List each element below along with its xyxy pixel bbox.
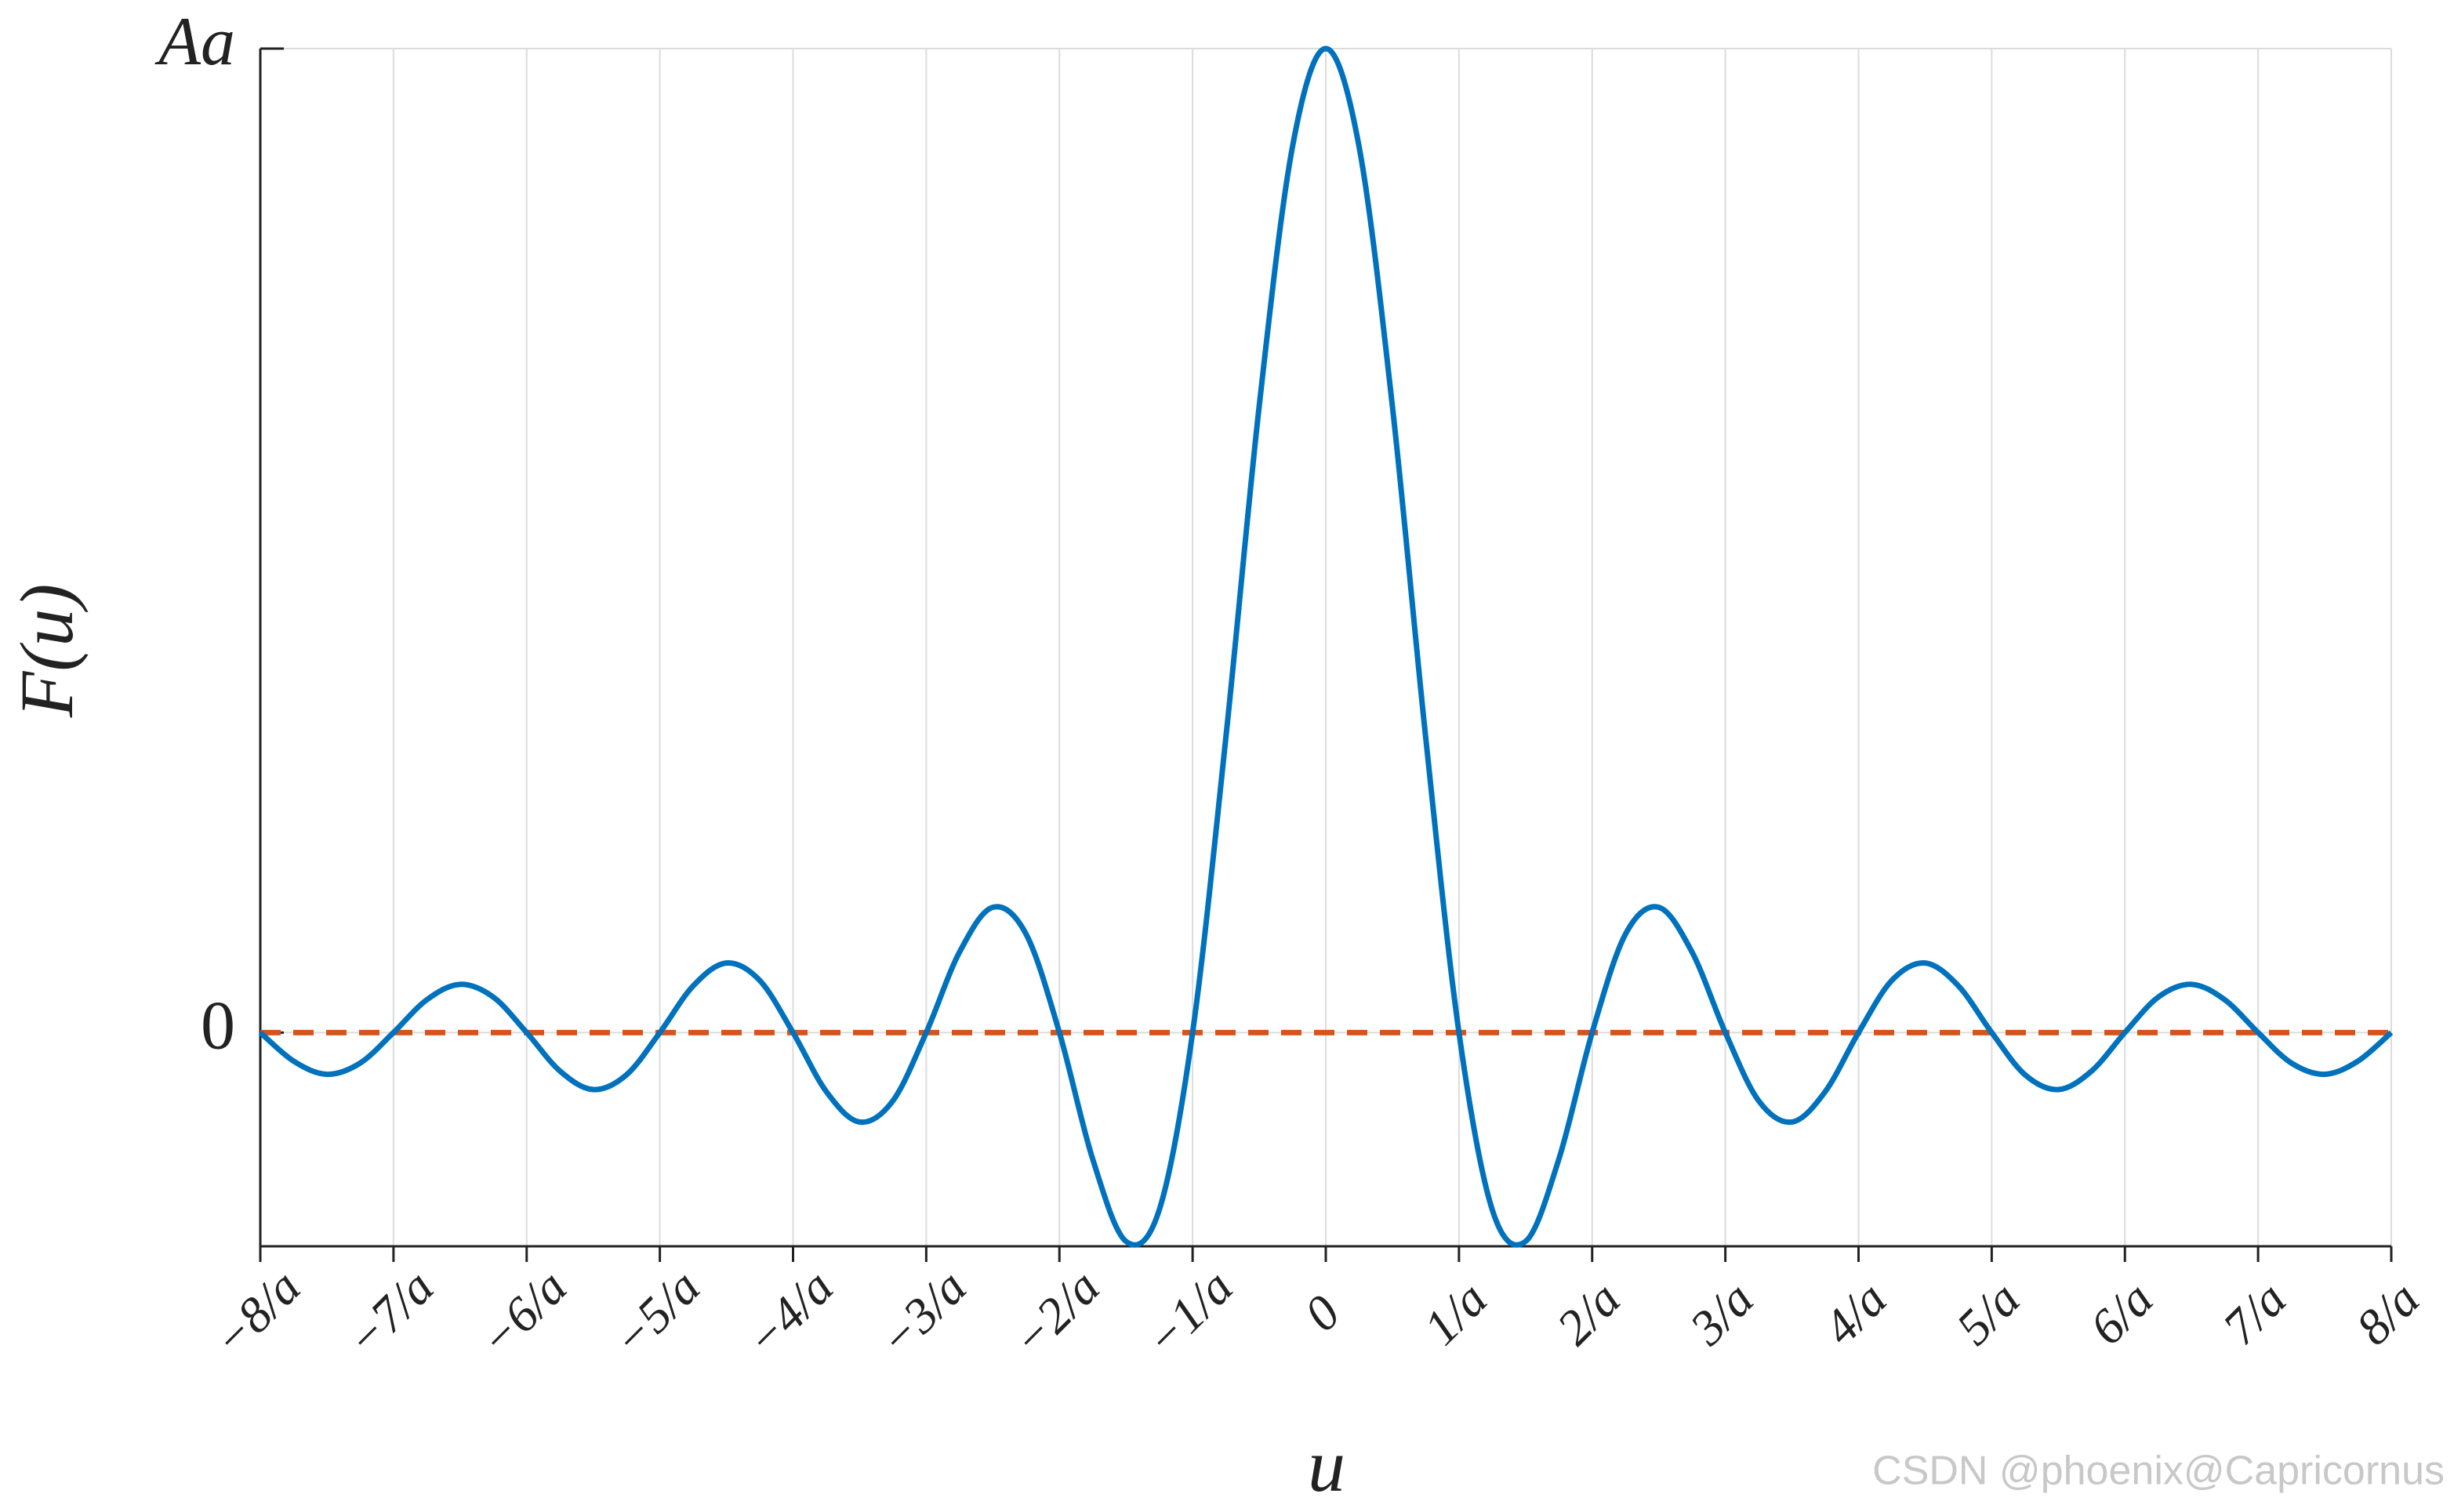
x-tick-label: 1/a — [1413, 1271, 1497, 1355]
x-tick-label: −4/a — [735, 1259, 844, 1368]
y-tick-label: 0 — [201, 988, 235, 1064]
x-tick-label: 6/a — [2078, 1271, 2163, 1355]
x-tick-label: −8/a — [202, 1259, 311, 1368]
x-tick-label: 7/a — [2212, 1271, 2296, 1355]
line-series — [258, 45, 2394, 1248]
x-tick-label: 8/a — [2345, 1271, 2430, 1355]
x-tick-label: 5/a — [1946, 1271, 2031, 1355]
x-tick-label: −6/a — [469, 1259, 578, 1368]
x-tick-label: −3/a — [868, 1259, 977, 1368]
x-tick-label: −7/a — [336, 1259, 445, 1368]
x-tick-label: 2/a — [1546, 1271, 1631, 1355]
x-tick-label: 0 — [1294, 1285, 1351, 1342]
y-tick-label: Aa — [154, 4, 235, 80]
x-tick-label: 3/a — [1679, 1271, 1764, 1356]
y-axis-label: F(u) — [5, 584, 89, 719]
x-tick-label: −5/a — [602, 1259, 711, 1368]
x-tick-label: −1/a — [1134, 1259, 1243, 1368]
x-axis-label: u — [1308, 1423, 1345, 1507]
watermark: CSDN @phoenix@Capricornus — [1872, 1449, 2445, 1494]
x-tick-label: 4/a — [1813, 1271, 1897, 1355]
x-tick-label: −2/a — [1001, 1259, 1110, 1368]
